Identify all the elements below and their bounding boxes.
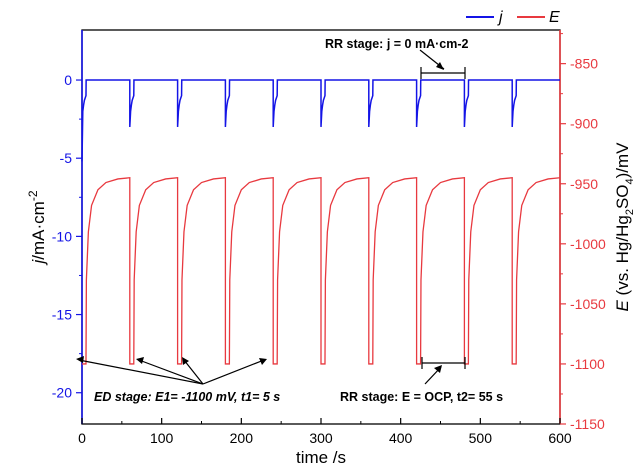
x-tick-label: 600 — [548, 430, 572, 446]
ed-arrowhead-1 — [76, 356, 84, 363]
annotation-rr-top: RR stage: j = 0 mA·cm-2 — [325, 37, 468, 51]
right-axis-label-pre: (vs. Hg/Hg — [613, 215, 632, 300]
ed-arrow-1 — [78, 359, 204, 385]
right-axis-label-sub1: 2 — [624, 209, 636, 215]
ed-arrow-3 — [183, 359, 204, 385]
series-j-line — [81, 79, 560, 162]
ed-arrow-2 — [138, 359, 204, 385]
x-axis-label: time /s — [296, 448, 346, 467]
x-axis-ticks: 0 100 200 300 400 500 600 — [78, 418, 572, 446]
x-tick-label: 500 — [469, 430, 493, 446]
right-axis-label-post: )/mV — [613, 142, 632, 179]
left-axis-label-unit: /mA·cm — [29, 201, 48, 260]
left-tick-label: -15 — [52, 307, 72, 323]
annotations — [76, 49, 466, 385]
legend-j-label: j — [497, 9, 503, 26]
right-axis-label-sub2: 4 — [624, 178, 636, 184]
right-tick-label: -850 — [570, 56, 598, 72]
right-tick-label: -1150 — [570, 416, 605, 432]
rr-bottom-arrowhead — [434, 365, 442, 373]
left-axis-label-symbol: j — [29, 259, 48, 266]
right-axis-label-mid: SO — [613, 184, 632, 209]
right-tick-label: -1100 — [570, 356, 605, 372]
right-tick-label: -1050 — [570, 296, 606, 312]
ed-arrow-4 — [202, 359, 265, 385]
left-tick-label: -20 — [52, 385, 72, 401]
right-axis-label-symbol: E — [613, 300, 632, 312]
ed-arrowhead-4 — [259, 358, 267, 365]
ed-arrowhead-3 — [182, 357, 189, 365]
series-e-line — [82, 177, 561, 365]
x-tick-label: 200 — [230, 430, 254, 446]
series-group — [81, 79, 561, 365]
left-tick-label: -5 — [60, 150, 73, 166]
left-axis-ticks: 0 -5 -10 -15 -20 — [52, 72, 82, 401]
left-tick-label: -10 — [52, 228, 72, 244]
x-tick-label: 100 — [150, 430, 174, 446]
right-axis-label: E (vs. Hg/Hg2SO4)/mV — [613, 142, 636, 312]
right-tick-label: -950 — [570, 176, 598, 192]
legend: j E — [466, 9, 560, 26]
right-tick-label: -900 — [570, 116, 598, 132]
annotation-ed-stage: ED stage: E1= -1100 mV, t1= 5 s — [94, 390, 280, 404]
left-axis-label: j/mA·cm-2 — [26, 190, 48, 265]
right-axis-ticks: -850 -900 -950 -1000 -1050 -1100 -1150 — [560, 33, 606, 432]
left-axis-label-sup: -2 — [26, 190, 40, 201]
x-tick-label: 400 — [389, 430, 413, 446]
ed-arrowhead-2 — [136, 357, 144, 364]
right-tick-label: -1000 — [570, 236, 606, 252]
x-tick-label: 300 — [309, 430, 333, 446]
legend-e-label: E — [549, 9, 560, 26]
x-tick-label: 0 — [78, 430, 86, 446]
left-tick-label: 0 — [64, 72, 72, 88]
rr-top-arrowhead — [436, 62, 444, 70]
annotation-rr-bottom: RR stage: E = OCP, t2= 55 s — [340, 390, 503, 404]
